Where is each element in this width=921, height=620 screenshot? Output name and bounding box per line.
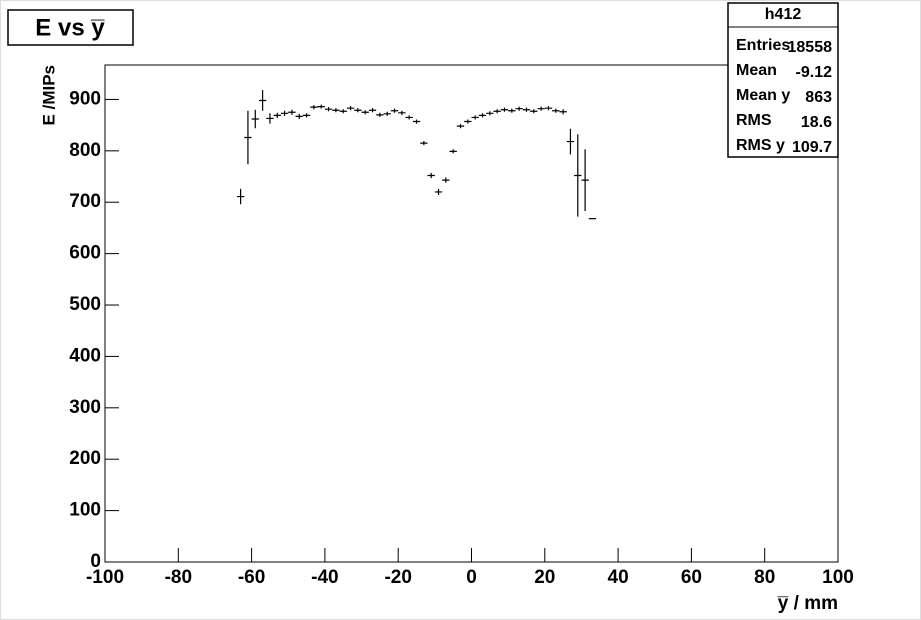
- title-box: [7, 9, 134, 46]
- x-tick-label: -100: [86, 567, 124, 588]
- data-point: [266, 113, 274, 124]
- stats-value: 18.6: [801, 114, 832, 131]
- stats-value: 18558: [788, 39, 833, 56]
- plot-area: -100 -80 -60 -40 -20 0 20 40 60 80 100 0 100 200 300 40…: [69, 88, 854, 588]
- data-point: [500, 107, 509, 112]
- data-point: [574, 134, 582, 217]
- y-axis-title: E /MIPs: [39, 65, 58, 125]
- data-point: [434, 188, 443, 196]
- data-point: [244, 110, 252, 165]
- stats-title: h412: [765, 6, 802, 23]
- data-point: [559, 109, 567, 115]
- y-tick-label: 900: [69, 88, 101, 109]
- data-point: [354, 108, 362, 113]
- data-point: [302, 113, 311, 118]
- data-point: [405, 115, 413, 120]
- data-point: [420, 141, 428, 146]
- y-tick-label: 600: [69, 243, 101, 264]
- data-point: [332, 108, 340, 113]
- data-point: [508, 108, 516, 113]
- data-point: [368, 108, 377, 113]
- data-point: [295, 113, 303, 119]
- stats-value: 863: [805, 89, 832, 106]
- y-tick-label: 800: [69, 140, 101, 161]
- x-tick-label: 0: [466, 567, 477, 588]
- data-point: [464, 119, 472, 124]
- data-point: [398, 110, 406, 115]
- data-point: [324, 107, 333, 112]
- stats-label: RMS: [736, 112, 772, 129]
- data-point: [544, 106, 553, 111]
- data-point: [236, 188, 245, 205]
- stats-value: -9.12: [796, 64, 833, 81]
- chart-title: E vs y̅: [35, 14, 105, 41]
- data-point: [471, 115, 479, 120]
- data-point: [390, 108, 399, 113]
- data-point: [317, 104, 325, 109]
- y-tick-label: 0: [90, 551, 101, 572]
- data-point: [339, 109, 347, 114]
- x-tick-label: 100: [822, 567, 854, 588]
- data-point: [251, 109, 259, 129]
- data-point: [361, 110, 369, 115]
- data-point: [552, 108, 560, 113]
- x-tick-label: -80: [165, 567, 192, 588]
- data-point: [456, 124, 465, 129]
- data-point: [486, 111, 494, 116]
- y-tick-label: 200: [69, 448, 101, 469]
- x-tick-label: 20: [534, 567, 555, 588]
- x-tick-label: 80: [754, 567, 775, 588]
- stats-label: RMS y: [736, 137, 785, 154]
- x-axis-title: y̅ / mm: [777, 593, 838, 614]
- stats-box: [727, 2, 839, 158]
- data-point: [258, 90, 267, 111]
- y-tick-label: 100: [69, 500, 101, 521]
- x-tick-label: 60: [681, 567, 702, 588]
- data-point: [427, 172, 435, 179]
- data-point: [493, 109, 501, 114]
- data-point: [530, 109, 538, 114]
- x-tick-label: -20: [384, 567, 411, 588]
- data-point: [515, 106, 523, 111]
- data-point: [522, 107, 531, 112]
- data-point: [566, 128, 575, 155]
- data-point: [581, 149, 589, 211]
- stats-value: 109.7: [792, 139, 832, 156]
- data-point: [383, 111, 391, 116]
- data-point: [478, 113, 487, 118]
- data-point: [537, 106, 545, 111]
- stats-label: Mean y: [736, 87, 790, 104]
- data-point: [376, 112, 384, 117]
- y-tick-label: 400: [69, 345, 101, 366]
- data-point: [280, 110, 289, 116]
- data-point: [310, 105, 318, 110]
- data-point: [273, 112, 281, 118]
- x-tick-label: -40: [311, 567, 338, 588]
- y-tick-label: 700: [69, 191, 101, 212]
- data-point: [412, 119, 421, 124]
- x-tick-label: 40: [608, 567, 629, 588]
- stats-label: Entries: [736, 37, 790, 54]
- stats-label: Mean: [736, 62, 777, 79]
- x-tick-label: -60: [238, 567, 265, 588]
- data-point: [449, 149, 457, 154]
- data-point: [288, 109, 296, 115]
- plot-frame: [104, 64, 839, 563]
- data-point: [346, 106, 355, 111]
- data-point: [442, 177, 450, 183]
- y-tick-label: 300: [69, 397, 101, 418]
- y-tick-label: 500: [69, 294, 101, 315]
